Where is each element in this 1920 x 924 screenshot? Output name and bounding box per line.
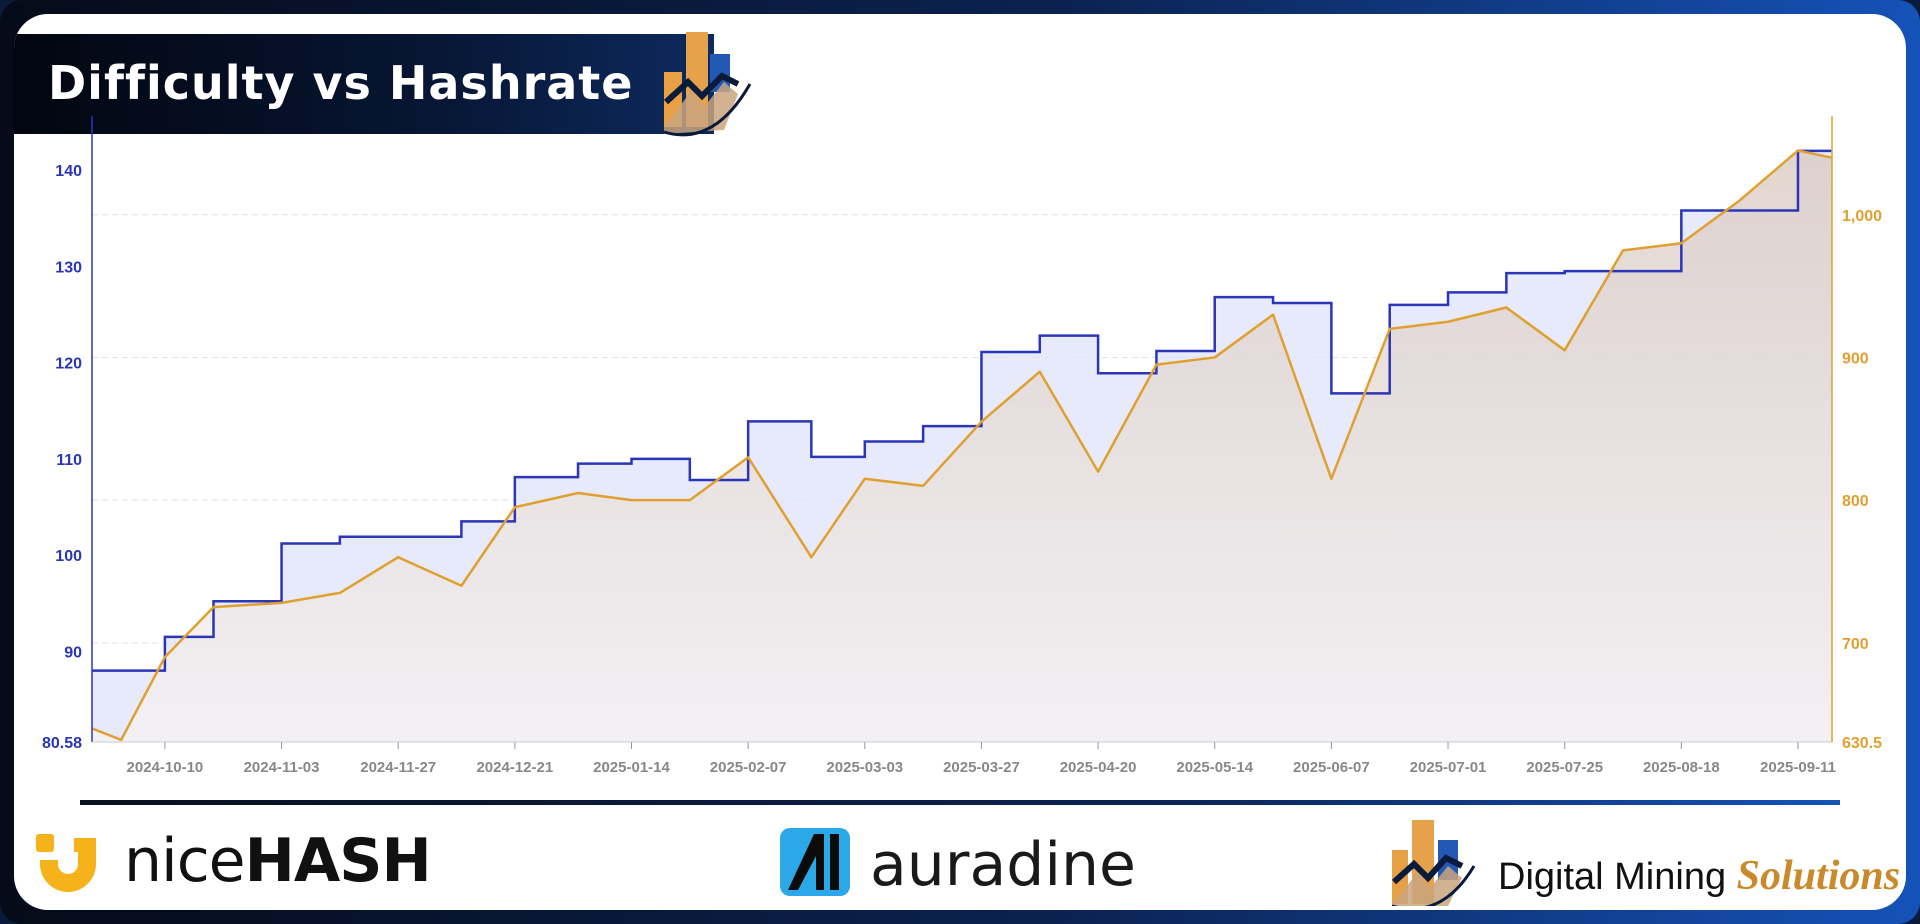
auradine-logo: auradine <box>778 826 1158 906</box>
dms-italic: Solutions <box>1736 853 1901 899</box>
dms-plain: Digital Mining <box>1498 856 1727 898</box>
y-right-tick-label: 900 <box>1842 350 1869 367</box>
x-tick-label: 2025-07-25 <box>1526 759 1603 776</box>
page-title: Difficulty vs Hashrate <box>48 56 634 110</box>
x-tick-label: 2024-11-27 <box>360 759 436 776</box>
hashrate-line <box>91 149 1833 742</box>
x-tick-label: 2025-07-01 <box>1410 759 1487 776</box>
dms-logo-icon <box>663 32 752 137</box>
y-right-min-label: 630.5 <box>1842 735 1882 752</box>
nicehash-light: nice <box>124 826 246 896</box>
x-tick-label: 2025-05-14 <box>1176 759 1253 776</box>
nicehash-wordmark: niceHASH <box>124 826 432 896</box>
title-bar: Difficulty vs Hashrate <box>14 34 714 134</box>
card: Difficulty vs Hashrate 140 130 120 110 100 90… <box>14 14 1906 910</box>
auradine-wordmark: auradine <box>870 830 1136 900</box>
x-tick-label: 2025-01-14 <box>593 759 670 776</box>
divider <box>80 800 1840 805</box>
dms-footer-icon <box>1392 820 1476 906</box>
y-left-tick-label: 90 <box>64 644 82 661</box>
y-left-tick-label: 120 <box>55 356 82 373</box>
auradine-icon <box>780 828 850 896</box>
y-left-tick-label: 130 <box>55 259 82 276</box>
x-tick-label: 2025-03-03 <box>826 759 903 776</box>
y-right-tick-label: 700 <box>1842 636 1869 653</box>
x-tick-label: 2025-02-07 <box>710 759 787 776</box>
digital-mining-solutions-logo: Digital Mining Solutions <box>1392 820 1906 906</box>
difficulty-hashrate-chart: 140 130 120 110 100 90 80.58 1,000 900 800 700 630.… <box>42 32 1882 776</box>
difficulty-line <box>92 149 1832 672</box>
dms-wordmark: Digital Mining Solutions <box>1498 852 1900 900</box>
hashrate-area <box>92 150 1832 742</box>
y-right-tick-label: 800 <box>1842 493 1869 510</box>
x-tick-label: 2024-12-21 <box>476 759 553 776</box>
x-tick-label: 2024-10-10 <box>127 759 204 776</box>
y-left-tick-label: 110 <box>56 452 82 469</box>
x-tick-label: 2025-06-07 <box>1293 759 1370 776</box>
x-tick-label: 2025-03-27 <box>943 759 1020 776</box>
y-left-tick-label: 100 <box>55 548 82 565</box>
y-left-min-label: 80.58 <box>42 735 82 752</box>
y-right-tick-label: 1,000 <box>1842 208 1882 225</box>
x-tick-label: 2025-09-11 <box>1760 759 1836 776</box>
x-tick-label: 2025-04-20 <box>1060 759 1137 776</box>
x-tick-label: 2025-08-18 <box>1643 759 1720 776</box>
nicehash-bold: HASH <box>244 826 432 896</box>
x-tick-label: 2024-11-03 <box>244 759 320 776</box>
y-left-tick-label: 140 <box>55 163 82 180</box>
nicehash-icon <box>36 834 96 892</box>
nicehash-logo: niceHASH <box>24 826 444 906</box>
